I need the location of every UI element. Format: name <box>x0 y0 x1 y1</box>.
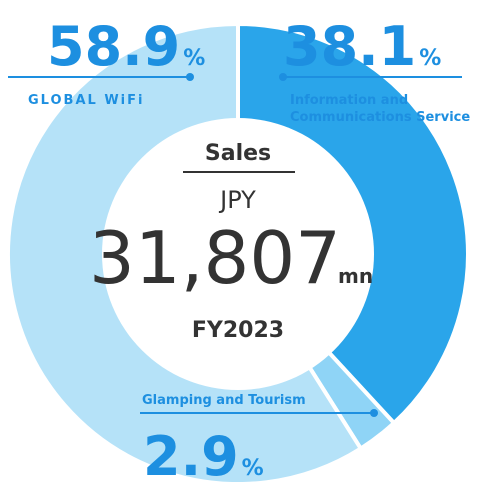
value-label: 58.9 <box>47 15 180 78</box>
value-label: 38.1 <box>283 15 416 78</box>
category-label: Glamping and Tourism <box>142 393 306 408</box>
total-unit: mn <box>338 264 373 288</box>
leader-dot <box>279 73 287 81</box>
value-label: 2.9 <box>143 425 239 482</box>
category-label: Information and Communications Service <box>290 93 471 125</box>
currency: JPY <box>218 186 256 214</box>
value-unit: % <box>419 46 441 71</box>
value-unit: % <box>183 46 205 71</box>
value-unit: % <box>242 456 264 481</box>
center-hole <box>102 118 374 390</box>
total: 31,807 <box>89 216 341 300</box>
period: FY2023 <box>192 318 284 343</box>
leader-dot <box>186 73 194 81</box>
category-label: GLOBAL WiFi <box>28 93 145 108</box>
leader-dot <box>370 409 378 417</box>
center-title: Sales <box>205 141 271 166</box>
